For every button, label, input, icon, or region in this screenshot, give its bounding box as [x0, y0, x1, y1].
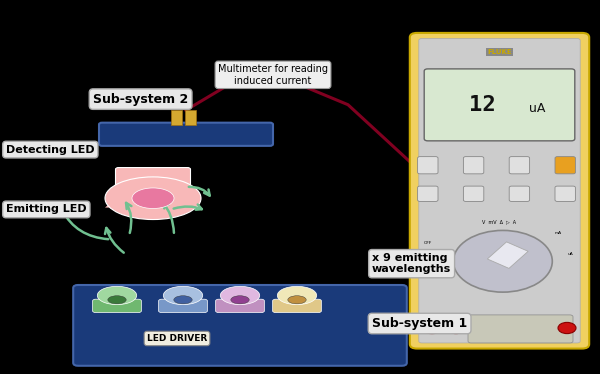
FancyBboxPatch shape [509, 157, 530, 174]
Polygon shape [105, 196, 201, 208]
FancyBboxPatch shape [99, 123, 273, 146]
FancyBboxPatch shape [418, 157, 438, 174]
FancyBboxPatch shape [463, 157, 484, 174]
Circle shape [454, 230, 552, 292]
FancyBboxPatch shape [418, 186, 438, 202]
Ellipse shape [108, 296, 126, 304]
Ellipse shape [174, 296, 192, 304]
Ellipse shape [231, 296, 249, 304]
Ellipse shape [132, 188, 174, 209]
Text: uA: uA [529, 102, 545, 115]
Text: Sub-system 2: Sub-system 2 [93, 93, 188, 105]
FancyBboxPatch shape [185, 110, 196, 125]
Text: OFF: OFF [424, 241, 433, 245]
FancyBboxPatch shape [171, 110, 182, 125]
FancyBboxPatch shape [115, 168, 191, 198]
FancyBboxPatch shape [424, 69, 575, 141]
FancyBboxPatch shape [73, 285, 407, 366]
FancyBboxPatch shape [230, 299, 250, 303]
Ellipse shape [288, 296, 306, 304]
Text: FLUKE: FLUKE [487, 49, 512, 55]
Text: V  mV  Δ  ▷  A: V mV Δ ▷ A [482, 219, 517, 224]
FancyBboxPatch shape [509, 186, 530, 202]
Text: uA: uA [568, 252, 574, 256]
FancyBboxPatch shape [555, 186, 575, 202]
Ellipse shape [97, 286, 137, 305]
FancyBboxPatch shape [463, 186, 484, 202]
Text: LED DRIVER: LED DRIVER [147, 334, 207, 343]
Text: Multimeter for reading
induced current: Multimeter for reading induced current [218, 64, 328, 86]
Text: mA: mA [555, 231, 562, 234]
Ellipse shape [277, 286, 317, 305]
FancyBboxPatch shape [287, 299, 307, 303]
Ellipse shape [220, 286, 260, 305]
FancyBboxPatch shape [158, 299, 208, 313]
Ellipse shape [163, 286, 203, 305]
Circle shape [558, 322, 576, 334]
FancyBboxPatch shape [410, 33, 589, 349]
Text: Detecting LED: Detecting LED [6, 145, 95, 154]
FancyBboxPatch shape [272, 299, 322, 313]
Circle shape [447, 322, 465, 334]
FancyBboxPatch shape [107, 299, 127, 303]
FancyBboxPatch shape [555, 157, 575, 174]
FancyBboxPatch shape [173, 299, 193, 303]
Ellipse shape [105, 177, 201, 220]
Text: Emitting LED: Emitting LED [6, 205, 86, 214]
Text: Sub-system 1: Sub-system 1 [372, 317, 467, 330]
Text: x 9 emitting
wavelengths: x 9 emitting wavelengths [372, 253, 451, 275]
FancyBboxPatch shape [215, 299, 265, 313]
Text: 12: 12 [469, 95, 496, 115]
Circle shape [420, 319, 444, 334]
Polygon shape [487, 242, 528, 269]
FancyBboxPatch shape [419, 39, 580, 343]
FancyBboxPatch shape [468, 315, 573, 343]
FancyBboxPatch shape [92, 299, 142, 313]
